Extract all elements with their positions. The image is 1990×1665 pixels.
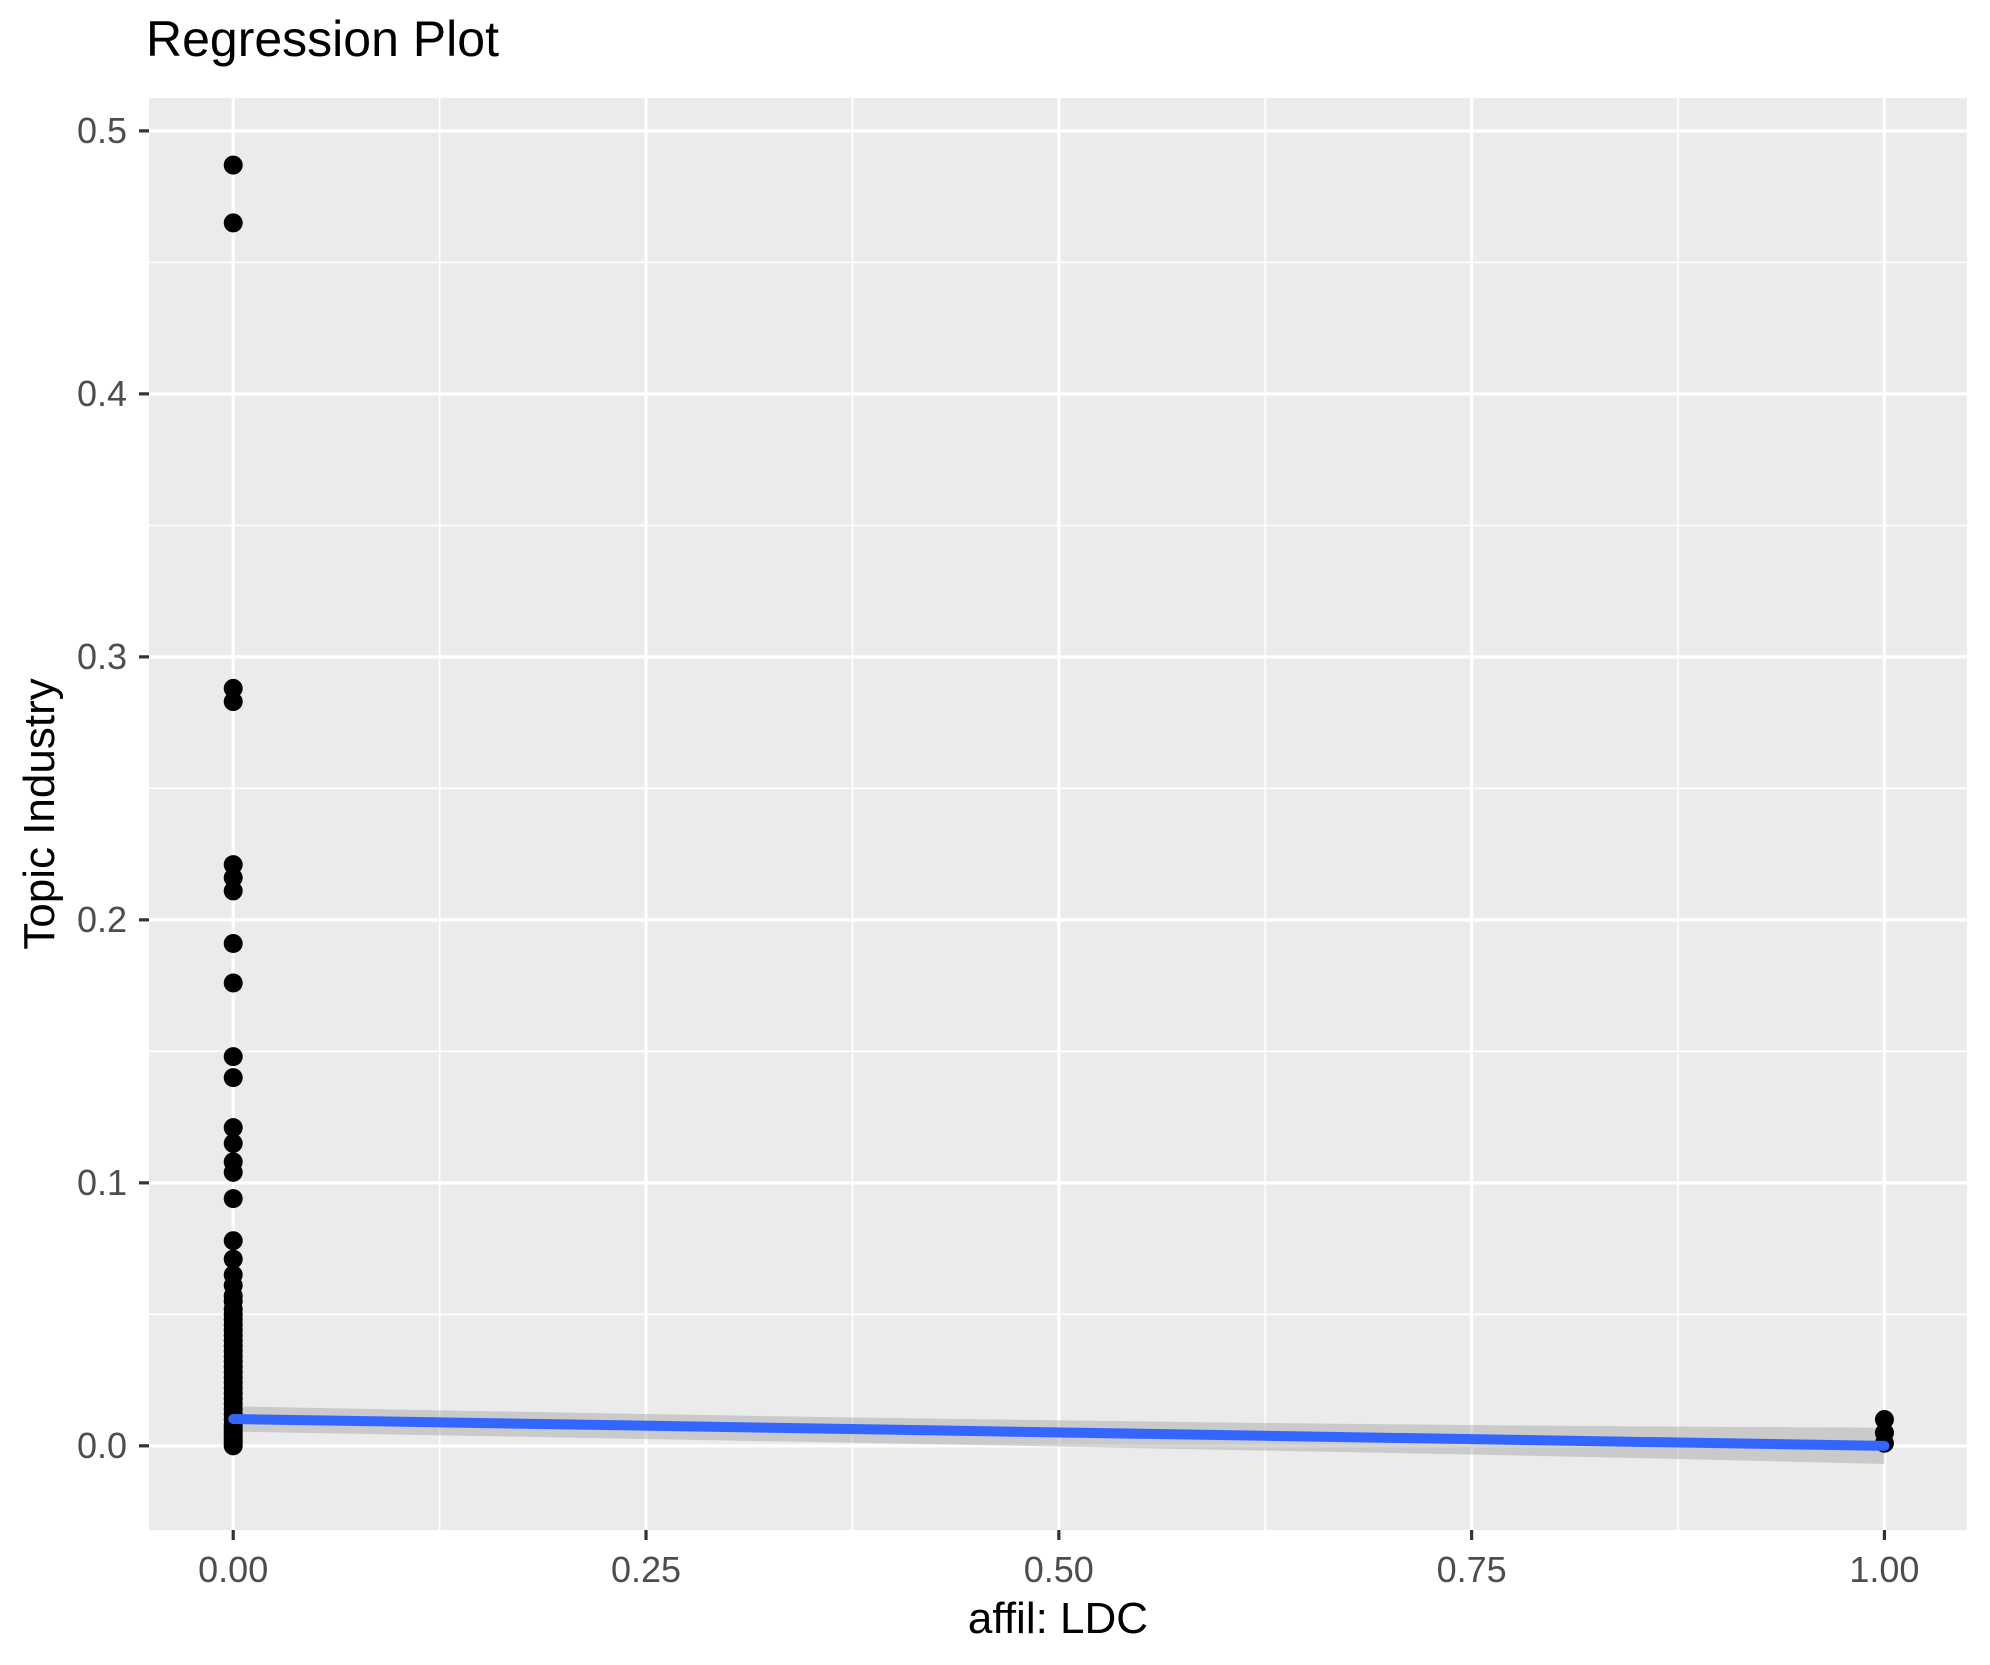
data-point bbox=[223, 881, 243, 901]
data-point bbox=[223, 1436, 243, 1456]
regression-line bbox=[228, 1414, 1890, 1451]
y-tick-label: 0.0 bbox=[76, 1424, 127, 1466]
y-tick-label: 0.4 bbox=[76, 372, 127, 414]
data-point bbox=[223, 1118, 243, 1138]
data-point bbox=[223, 1231, 243, 1251]
x-tick-label: 0.75 bbox=[1436, 1549, 1507, 1590]
data-point bbox=[223, 213, 243, 233]
data-point bbox=[223, 692, 243, 712]
data-point bbox=[1874, 1410, 1894, 1430]
x-tick-label: 0.25 bbox=[610, 1549, 682, 1590]
data-point bbox=[223, 1162, 243, 1182]
data-point bbox=[223, 1133, 243, 1153]
data-point bbox=[223, 1047, 243, 1067]
y-tick-label: 0.5 bbox=[76, 109, 127, 151]
data-point bbox=[223, 678, 243, 698]
x-tick-label: 0.50 bbox=[1023, 1549, 1094, 1590]
x-tick-label: 1.00 bbox=[1849, 1549, 1920, 1590]
data-point bbox=[223, 1189, 243, 1209]
data-point bbox=[223, 155, 243, 175]
data-point bbox=[223, 934, 243, 954]
data-point bbox=[223, 1249, 243, 1269]
data-point bbox=[223, 868, 243, 888]
x-axis-title: affil: LDC bbox=[967, 1594, 1149, 1643]
y-tick-label: 0.1 bbox=[76, 1161, 127, 1203]
data-point bbox=[223, 855, 243, 875]
data-point bbox=[223, 973, 243, 993]
y-tick-label: 0.3 bbox=[76, 635, 127, 677]
y-tick-label: 0.2 bbox=[76, 898, 127, 940]
data-point bbox=[223, 1068, 243, 1088]
x-tick-label: 0.00 bbox=[198, 1549, 269, 1590]
plot-title: Regression Plot bbox=[146, 11, 499, 67]
